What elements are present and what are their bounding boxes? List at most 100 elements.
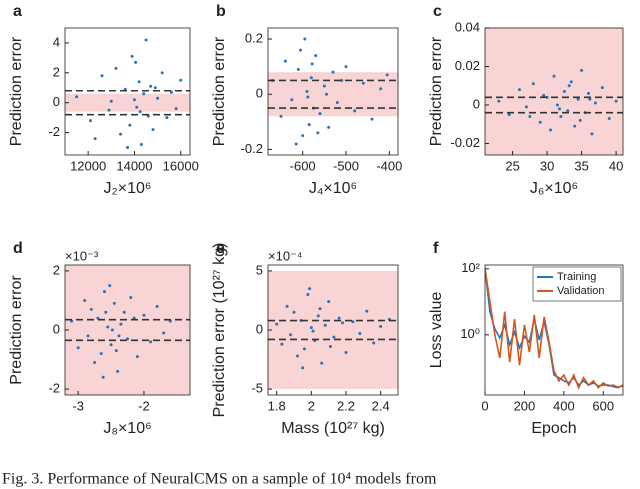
y-tick-label: 0 (256, 321, 263, 336)
point (518, 88, 521, 92)
y-tick-label: 0.04 (455, 19, 480, 34)
point (310, 62, 314, 66)
point (328, 345, 332, 349)
point (106, 325, 110, 329)
point (112, 301, 116, 305)
point (100, 74, 104, 78)
point (275, 322, 279, 326)
point (119, 132, 123, 136)
y-axis-label: Prediction error (8, 275, 25, 385)
point (162, 331, 166, 335)
point (126, 146, 129, 150)
y-tick-label: 10⁰ (460, 326, 480, 341)
point (107, 108, 111, 112)
x-tick-label: 400 (553, 398, 575, 413)
point (86, 334, 90, 338)
point (325, 92, 328, 96)
point (331, 70, 335, 74)
x-axis-label: J₈×10⁶ (103, 420, 151, 437)
point (83, 298, 87, 302)
point (109, 343, 113, 347)
point (524, 105, 528, 109)
point (137, 80, 141, 84)
x-tick-label: -500 (333, 158, 359, 173)
y-tick-label: 0 (256, 86, 263, 101)
axes-frame (484, 27, 624, 156)
point (318, 112, 322, 116)
x-tick-label: 14000 (116, 158, 152, 173)
point (303, 37, 307, 41)
shaded-band (65, 93, 190, 112)
point (361, 81, 365, 85)
point (344, 350, 348, 354)
y-tick-label: -0.2 (241, 141, 263, 156)
point (108, 284, 112, 288)
y-tick-label: -2 (48, 124, 60, 139)
shaded-band (268, 72, 398, 117)
y-tick-label: 0 (53, 321, 60, 336)
point (174, 107, 178, 111)
point (299, 48, 302, 52)
point (289, 333, 293, 337)
point (528, 115, 532, 119)
x-axis-label: Mass (10²⁷ kg) (281, 420, 385, 437)
point (134, 60, 138, 64)
point (306, 293, 310, 297)
x-tick-label: -600 (290, 158, 316, 173)
x-tick-label: 200 (514, 398, 536, 413)
point (142, 92, 146, 96)
point (294, 142, 298, 146)
point (138, 110, 142, 114)
x-axis-label: J₄×10⁶ (309, 180, 357, 197)
point (322, 84, 326, 88)
shaded-band (268, 270, 398, 390)
point (93, 361, 97, 364)
point (122, 310, 126, 314)
shaded-band (485, 28, 623, 155)
point (99, 352, 103, 356)
x-tick-label: 35 (574, 158, 588, 173)
point (283, 59, 287, 63)
point (104, 310, 108, 314)
y-exponent: ×10⁻⁴ (268, 248, 303, 263)
point (75, 95, 79, 99)
point (109, 99, 113, 103)
panel-letter: e (216, 240, 225, 257)
point (531, 82, 535, 86)
point (580, 68, 584, 72)
y-tick-label: 0.2 (245, 30, 263, 45)
panel-letter: a (13, 3, 22, 20)
point (318, 307, 322, 311)
y-tick-label: 0 (53, 94, 60, 109)
point (129, 296, 133, 299)
point (306, 95, 310, 99)
point (337, 316, 341, 320)
point (114, 66, 118, 70)
point (607, 116, 611, 120)
y-axis-label: Prediction error (8, 36, 25, 146)
point (576, 97, 580, 101)
point (507, 113, 511, 117)
point (114, 349, 118, 353)
point (149, 340, 153, 344)
x-tick-label: -400 (376, 158, 402, 173)
point (119, 322, 123, 326)
point (351, 320, 355, 324)
point (341, 321, 345, 325)
point (302, 347, 306, 351)
y-tick-label: 5 (256, 262, 263, 277)
point (566, 109, 570, 113)
x-tick-label: 16000 (163, 158, 199, 173)
point (614, 99, 618, 103)
point (130, 54, 134, 58)
y-tick-label: 2 (53, 64, 60, 79)
point (285, 304, 289, 308)
point (132, 98, 136, 102)
y-axis-label: Loss value (428, 292, 445, 369)
point (280, 342, 284, 346)
y-axis-label: Prediction error (10²⁷ kg) (211, 243, 228, 418)
point (309, 76, 313, 80)
point (567, 84, 571, 88)
